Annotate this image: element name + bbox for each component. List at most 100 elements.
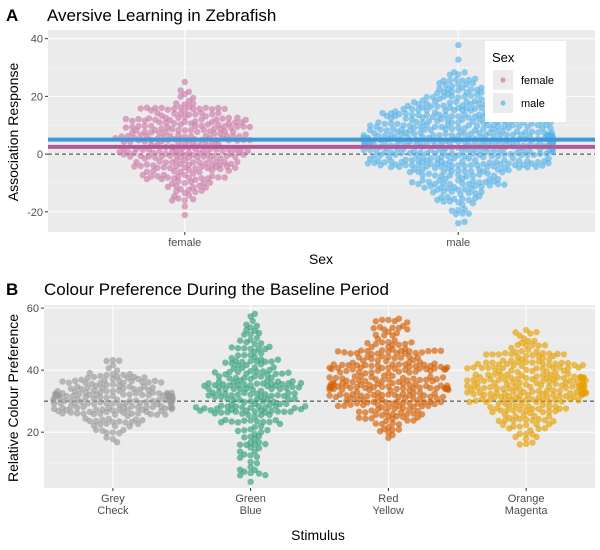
data-point — [556, 388, 563, 395]
data-point — [82, 415, 89, 422]
data-point — [257, 423, 265, 430]
data-point — [404, 319, 411, 326]
y-tick-label: -20 — [27, 207, 43, 219]
data-point — [232, 153, 239, 161]
data-point — [65, 379, 73, 386]
data-point — [224, 395, 231, 402]
data-point — [448, 113, 456, 120]
data-point — [173, 100, 180, 107]
data-point — [427, 183, 435, 190]
data-point — [393, 385, 400, 393]
data-point — [175, 131, 182, 139]
data-point — [495, 351, 502, 358]
data-point — [374, 367, 382, 374]
data-point — [582, 377, 589, 384]
data-point — [398, 126, 405, 133]
data-point — [198, 122, 205, 129]
data-point — [162, 128, 169, 136]
data-point — [218, 393, 225, 401]
data-point — [222, 371, 229, 378]
x-tick-label: Green — [235, 493, 266, 505]
data-point — [198, 175, 205, 182]
data-point — [339, 380, 346, 387]
data-point — [524, 164, 531, 171]
data-point — [74, 395, 81, 403]
data-point — [141, 117, 148, 124]
data-point — [236, 466, 244, 473]
data-point — [211, 369, 219, 376]
data-point — [149, 384, 156, 391]
data-point — [484, 148, 491, 156]
data-point — [518, 362, 526, 369]
data-point — [88, 380, 96, 387]
data-point — [224, 403, 231, 410]
data-point — [289, 378, 296, 385]
data-point — [499, 127, 506, 134]
panel-b-letter: B — [6, 280, 18, 299]
data-point — [364, 392, 371, 400]
data-point — [190, 159, 197, 166]
data-point — [253, 453, 261, 460]
data-point — [480, 125, 487, 133]
data-point — [148, 129, 155, 136]
data-point — [546, 383, 553, 390]
data-point — [268, 380, 275, 387]
data-point — [539, 350, 547, 357]
data-point — [175, 114, 182, 122]
data-point — [154, 109, 161, 117]
data-point — [219, 148, 226, 155]
data-point — [208, 173, 216, 180]
data-point — [164, 183, 172, 190]
data-point — [494, 176, 502, 183]
data-point — [366, 155, 374, 162]
data-point — [145, 379, 152, 386]
data-point — [478, 188, 485, 196]
data-point — [103, 434, 110, 441]
data-point — [489, 408, 496, 416]
data-point — [395, 426, 403, 433]
data-point — [332, 393, 340, 401]
data-point — [339, 375, 346, 382]
data-point — [421, 184, 428, 191]
data-point — [126, 391, 133, 398]
x-tick-label: Orange — [508, 493, 545, 505]
data-point — [211, 130, 218, 137]
data-point — [57, 399, 64, 407]
data-point — [378, 339, 386, 346]
data-point — [387, 120, 395, 127]
data-point — [378, 420, 386, 428]
data-point — [394, 120, 401, 128]
data-point — [368, 369, 375, 376]
data-point — [164, 124, 172, 131]
data-point — [478, 183, 485, 190]
panel-a-mean-lines — [48, 137, 595, 149]
data-point — [459, 180, 466, 187]
data-point — [285, 395, 292, 402]
data-point — [181, 113, 188, 121]
data-point — [192, 118, 199, 125]
data-point — [236, 441, 244, 448]
data-point — [71, 377, 79, 384]
data-point — [503, 131, 510, 138]
data-point — [562, 405, 570, 412]
data-point — [471, 157, 479, 164]
data-point — [455, 220, 462, 227]
data-point — [490, 147, 498, 155]
data-point — [257, 387, 265, 394]
data-point — [124, 412, 131, 420]
data-point — [255, 403, 263, 410]
data-point — [150, 167, 157, 175]
data-point — [74, 383, 81, 390]
data-point — [205, 392, 212, 399]
data-point — [480, 384, 488, 392]
data-point — [446, 77, 454, 84]
data-point — [162, 159, 169, 166]
data-point — [495, 400, 502, 407]
data-point — [546, 398, 553, 405]
data-point — [399, 385, 407, 392]
data-point — [370, 325, 377, 332]
data-point — [109, 356, 117, 364]
data-point — [373, 147, 380, 154]
data-point — [501, 157, 508, 164]
data-point — [571, 373, 578, 380]
